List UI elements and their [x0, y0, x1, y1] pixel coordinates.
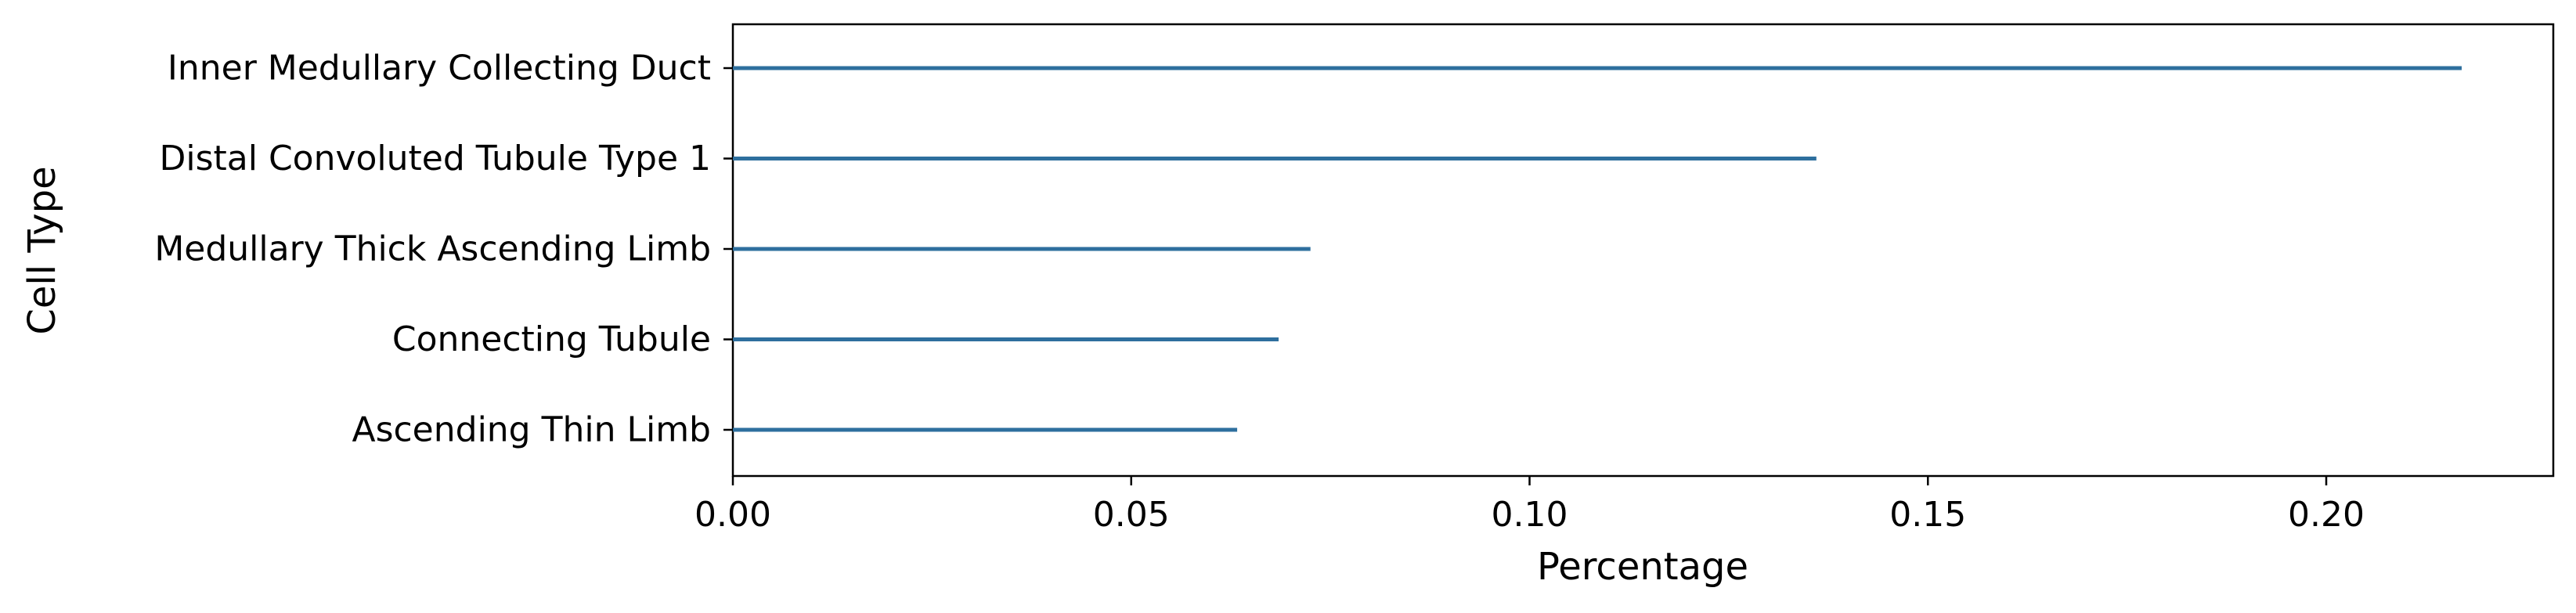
x-tick-label: 0.00 [695, 495, 771, 535]
bar [733, 247, 1311, 251]
x-tick-label: 0.15 [1889, 495, 1966, 535]
x-tick-label: 0.10 [1492, 495, 1568, 535]
bar [733, 66, 2462, 70]
y-tick-label: Ascending Thin Limb [352, 410, 711, 450]
y-tick-label: Medullary Thick Ascending Limb [154, 229, 711, 269]
y-tick-label: Inner Medullary Collecting Duct [168, 49, 711, 88]
x-axis-label: Percentage [1537, 545, 1748, 589]
bars [733, 66, 2462, 432]
y-axis-label: Cell Type [20, 166, 64, 334]
x-tick-label: 0.20 [2288, 495, 2365, 535]
bar [733, 427, 1238, 432]
x-axis-ticks: 0.00 0.05 0.10 0.15 0.20 [695, 476, 2365, 535]
bar [733, 337, 1279, 341]
bar [733, 157, 1817, 160]
x-tick-label: 0.05 [1093, 495, 1170, 535]
y-tick-label: Distal Convoluted Tubule Type 1 [159, 139, 711, 178]
y-tick-label: Connecting Tubule [392, 319, 711, 359]
y-axis-ticks: Inner Medullary Collecting Duct Distal Co… [154, 49, 733, 450]
